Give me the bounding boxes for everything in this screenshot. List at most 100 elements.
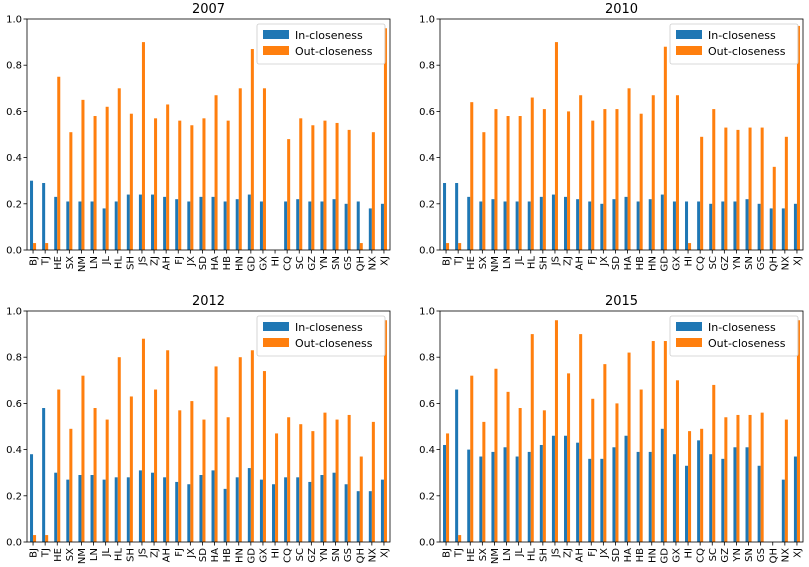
y-tick-label: 0.4 [6,445,22,456]
bar-out-GS [347,129,351,250]
bar-out-GZ [311,431,315,542]
x-tick-label-HA: HA [623,548,634,563]
x-tick-label-SX: SX [65,256,76,269]
x-tick-label-LN: LN [89,548,100,561]
bar-in-HB [636,201,640,250]
bar-in-ZJ [151,194,155,250]
bar-in-GZ [721,201,725,250]
chart-title: 2012 [192,294,225,309]
bar-out-GX [262,371,266,542]
bar-out-SD [615,403,619,542]
legend-label-out: Out-closeness [708,45,786,58]
bar-out-HB [639,389,643,542]
bar-in-ZJ [564,196,568,250]
bar-in-TJ [455,389,459,542]
bar-in-HB [636,451,640,542]
bar-out-YN [323,120,327,250]
x-tick-label-HI: HI [684,256,695,266]
bar-out-TJ [45,243,49,250]
x-tick-label-BJ: BJ [442,548,453,558]
y-tick-label: 1.0 [6,15,22,26]
bar-in-JL [102,479,106,542]
bar-out-TJ [45,535,49,542]
bar-out-GX [262,88,266,250]
bar-in-HA [211,196,215,250]
bar-out-NM [494,368,498,542]
bar-in-YN [733,201,737,250]
bar-out-HA [214,95,218,250]
x-tick-label-NM: NM [490,256,501,272]
bar-in-XJ [380,479,384,542]
legend-label-in: In-closeness [295,29,363,42]
bar-out-SX [69,428,73,542]
x-tick-label-ZJ: ZJ [150,548,161,558]
bar-in-GZ [308,481,312,542]
legend-swatch-in [676,30,702,39]
x-tick-label-SX: SX [478,256,489,269]
bar-out-LN [506,391,510,542]
bar-out-FJ [178,410,182,542]
x-tick-label-HL: HL [113,548,124,562]
legend-label-in: In-closeness [295,321,363,334]
bar-in-SC [709,203,713,250]
bar-out-NX [784,136,788,250]
bar-in-TJ [42,408,46,542]
bar-in-AH [576,199,580,250]
bar-out-HN [651,341,655,542]
bar-in-JX [187,484,191,542]
bar-in-SH [126,477,130,542]
bar-out-CQ [287,417,291,542]
bar-out-YN [323,412,327,542]
bar-out-SC [712,384,716,542]
x-tick-label-SD: SD [198,256,209,270]
x-tick-label-JX: JX [186,256,197,267]
chart-title: 2007 [192,2,225,17]
x-tick-label-JS: JS [137,548,148,558]
bar-in-NM [78,201,82,250]
bar-out-FJ [591,120,595,250]
bar-out-XJ [796,25,800,251]
bar-in-GS [344,484,348,542]
bar-out-JL [105,106,109,250]
x-tick-label-SD: SD [198,548,209,562]
bar-in-HA [624,196,628,250]
bar-out-LN [506,116,510,251]
bar-out-GD [663,46,667,250]
bar-out-HE [57,76,61,250]
axes-frame [439,18,804,251]
x-tick-label-JS: JS [137,256,148,266]
x-tick-label-HI: HI [271,256,282,266]
x-tick-label-SC: SC [708,548,719,561]
bar-in-SH [539,444,543,542]
bar-in-LN [90,475,94,542]
bar-in-HE [54,196,58,250]
x-tick-label-TJ: TJ [41,548,52,558]
x-tick-label-TJ: TJ [454,256,465,266]
bar-in-HN [648,451,652,542]
x-tick-label-GZ: GZ [720,256,731,271]
bar-out-HL [117,88,121,250]
bar-out-QH [359,243,363,250]
x-tick-label-AH: AH [162,548,173,562]
x-tick-label-SC: SC [295,256,306,269]
x-tick-label-GD: GD [246,256,257,272]
bar-out-SH [129,396,133,542]
y-tick-label: 0.0 [419,246,435,257]
bar-in-JS [551,194,555,250]
x-tick-label-HA: HA [210,548,221,563]
x-tick-label-BJ: BJ [29,548,40,558]
bar-out-BJ [446,243,450,250]
x-tick-label-ZJ: ZJ [150,256,161,266]
x-tick-label-YN: YN [319,548,330,563]
bar-in-HI [272,484,276,542]
y-tick-label: 0.8 [419,353,435,364]
x-tick-label-NX: NX [367,548,378,562]
bar-in-HE [467,196,471,250]
y-tick-label: 0.2 [6,199,22,210]
bar-out-GS [760,412,764,542]
bar-in-HL [114,477,118,542]
bar-out-HL [117,357,121,542]
subplot-2015: 2015 0.0 0.2 0.4 0.6 0.8 1.0 BJ TJ HE SX NM LN JL HL SH… [419,294,803,564]
bar-in-CQ [284,477,288,542]
bar-in-NX [368,491,372,542]
